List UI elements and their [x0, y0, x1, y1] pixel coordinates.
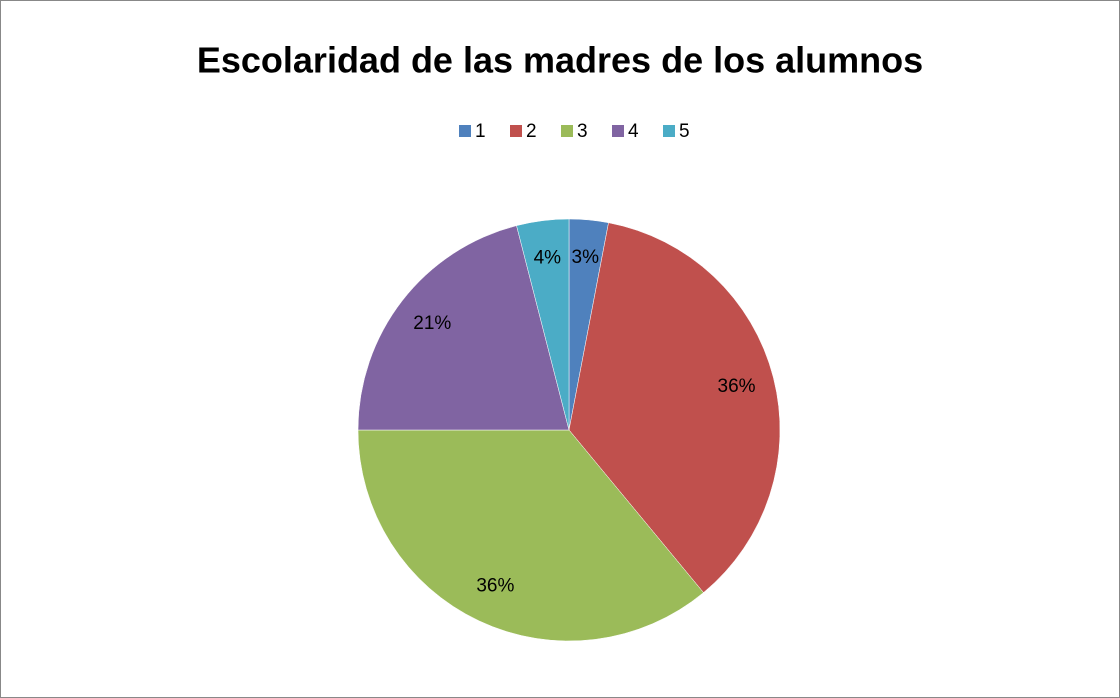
legend-label: 3: [577, 121, 588, 142]
legend-label: 5: [679, 121, 690, 142]
data-label: 21%: [413, 313, 451, 334]
legend-label: 1: [475, 121, 486, 142]
data-label: 4%: [534, 247, 562, 268]
chart-title: Escolaridad de las madres de los alumnos: [197, 40, 923, 81]
legend-swatch: [612, 125, 624, 137]
pie-slice: [516, 218, 570, 431]
pie-slice: [568, 222, 781, 593]
legend-swatch: [510, 125, 522, 137]
pie-slice: [357, 225, 570, 431]
data-label: 3%: [572, 247, 600, 268]
data-label: 36%: [718, 376, 756, 397]
legend-swatch: [561, 125, 573, 137]
pie-slice: [357, 429, 704, 642]
legend-label: 2: [526, 121, 537, 142]
legend-swatch: [459, 125, 471, 137]
data-label: 36%: [476, 576, 514, 597]
legend-label: 4: [628, 121, 639, 142]
legend-swatch: [663, 125, 675, 137]
